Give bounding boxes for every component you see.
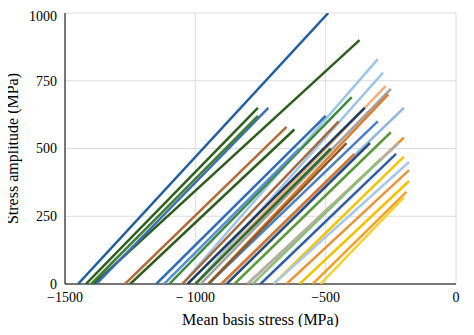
svg-text:−500: −500 [311, 290, 340, 305]
svg-text:0: 0 [453, 290, 460, 305]
svg-text:Stress amplitude (MPa): Stress amplitude (MPa) [8, 73, 22, 224]
svg-text:1000: 1000 [29, 9, 57, 24]
svg-text:500: 500 [36, 141, 57, 156]
svg-text:− 1000: − 1000 [176, 290, 215, 305]
svg-text:250: 250 [36, 209, 57, 224]
svg-text:−1500: −1500 [47, 290, 83, 305]
svg-text:0: 0 [50, 277, 57, 292]
svg-text:750: 750 [36, 74, 57, 89]
svg-text:Mean basis stress (MPa): Mean basis stress (MPa) [182, 311, 339, 327]
